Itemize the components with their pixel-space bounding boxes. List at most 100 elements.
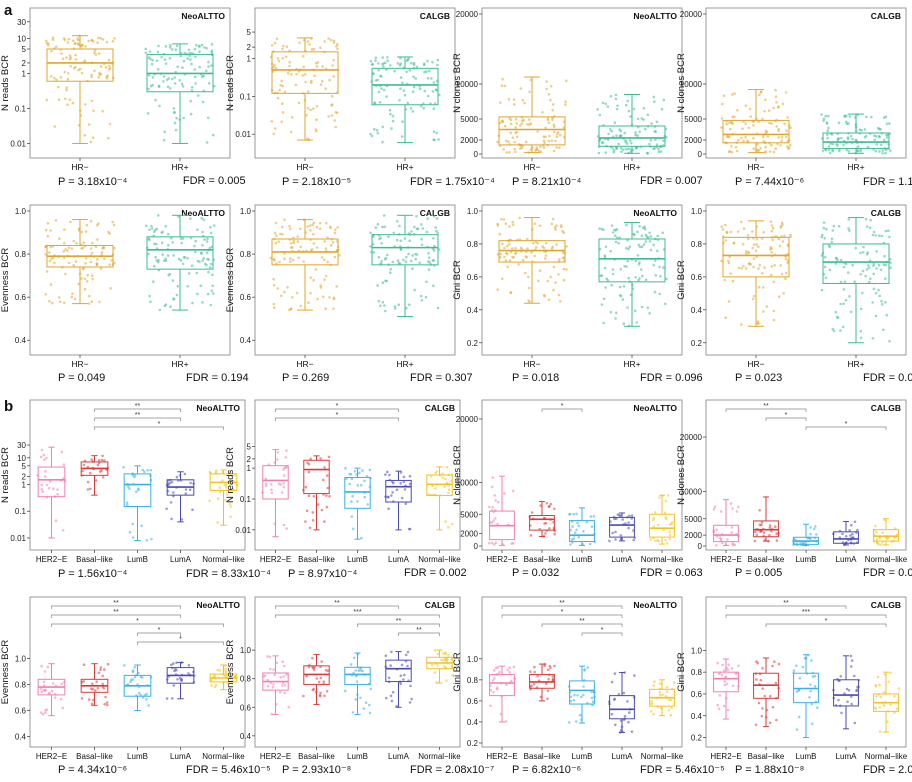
data-point <box>406 101 410 105</box>
data-point <box>658 693 662 697</box>
data-point <box>96 41 99 45</box>
y-tick-label: 5000 <box>460 115 478 124</box>
data-point <box>770 251 774 254</box>
data-point <box>71 101 75 105</box>
x-tick-label: LumB <box>347 555 368 564</box>
data-point <box>719 510 723 513</box>
x-tick-label: LumB <box>796 752 817 761</box>
data-point <box>792 669 796 672</box>
significance-bar <box>398 632 440 636</box>
data-point <box>47 44 50 47</box>
data-point <box>726 708 730 712</box>
data-point <box>777 136 780 139</box>
data-point <box>754 249 758 252</box>
data-point <box>173 110 176 114</box>
data-point <box>169 44 172 47</box>
data-point <box>371 63 374 66</box>
data-point <box>550 222 554 226</box>
data-point <box>560 225 563 229</box>
data-point <box>870 115 873 119</box>
data-point <box>285 45 289 48</box>
data-point <box>884 277 887 281</box>
data-point <box>527 286 531 290</box>
data-point <box>769 246 773 249</box>
data-point <box>264 484 268 488</box>
box-iqr <box>385 659 412 683</box>
data-point <box>846 700 849 703</box>
data-point <box>389 664 393 667</box>
data-point <box>636 134 639 137</box>
data-point <box>175 116 178 120</box>
data-point <box>779 225 783 229</box>
data-point <box>282 482 286 485</box>
data-point <box>324 307 328 311</box>
data-point <box>143 470 146 474</box>
data-point <box>286 72 290 75</box>
y-tick-label: 20000 <box>456 415 479 424</box>
data-point <box>836 258 839 262</box>
data-point <box>865 115 868 119</box>
data-point <box>638 130 642 133</box>
data-point <box>310 248 314 251</box>
cohort-title: CALGB <box>420 208 450 218</box>
cohort-title: NeoALTTO <box>181 208 225 218</box>
data-point <box>877 263 881 267</box>
data-point <box>851 263 854 267</box>
data-point <box>322 295 325 299</box>
significance-stars: *** <box>353 609 361 616</box>
fdr-value: FDR = 0.007 <box>640 175 703 187</box>
data-point <box>369 231 372 235</box>
data-point <box>889 703 892 707</box>
data-point <box>851 137 854 141</box>
data-point <box>195 271 198 275</box>
data-point <box>359 696 362 700</box>
data-point <box>867 280 871 284</box>
data-point <box>590 525 594 528</box>
data-point <box>167 77 171 80</box>
data-point <box>526 237 529 241</box>
y-tick-label: 1.0 <box>15 655 27 664</box>
data-point <box>171 48 174 51</box>
data-point <box>420 237 423 241</box>
significance-stars: ** <box>135 403 141 410</box>
data-point <box>537 279 540 283</box>
data-point <box>433 138 436 142</box>
data-point <box>565 245 568 248</box>
significance-stars: ** <box>334 600 340 607</box>
data-point <box>301 54 305 58</box>
data-point <box>383 225 387 229</box>
data-point <box>80 43 83 47</box>
data-point <box>363 495 367 499</box>
data-point <box>96 257 99 261</box>
data-point <box>845 114 848 118</box>
data-point <box>590 690 593 694</box>
data-point <box>149 57 152 61</box>
data-point <box>423 89 427 93</box>
data-point <box>358 471 361 475</box>
y-tick-label: 10 <box>17 34 26 43</box>
y-tick-label: 0.2 <box>467 339 479 348</box>
data-point <box>524 271 527 275</box>
y-tick-label: 0.6 <box>240 293 252 302</box>
data-point <box>282 474 286 477</box>
fdr-value: FDR = 2.08x10⁻⁷ <box>410 764 495 776</box>
y-axis-label: Evenness BCR <box>0 640 11 705</box>
data-point <box>755 243 758 246</box>
fdr-value: FDR = 0.042 <box>863 372 912 384</box>
data-point <box>874 524 877 528</box>
data-point <box>436 652 440 656</box>
data-point <box>295 291 299 295</box>
data-point <box>727 135 731 139</box>
significance-bar <box>541 623 623 627</box>
data-point <box>754 723 758 727</box>
data-point <box>620 150 623 153</box>
data-point <box>156 68 160 71</box>
data-point <box>562 267 566 271</box>
data-point <box>761 117 764 121</box>
data-point <box>509 131 513 135</box>
data-point <box>619 129 623 133</box>
data-point <box>503 492 506 495</box>
data-point <box>658 292 661 296</box>
data-point <box>615 311 618 315</box>
data-point <box>573 693 576 697</box>
